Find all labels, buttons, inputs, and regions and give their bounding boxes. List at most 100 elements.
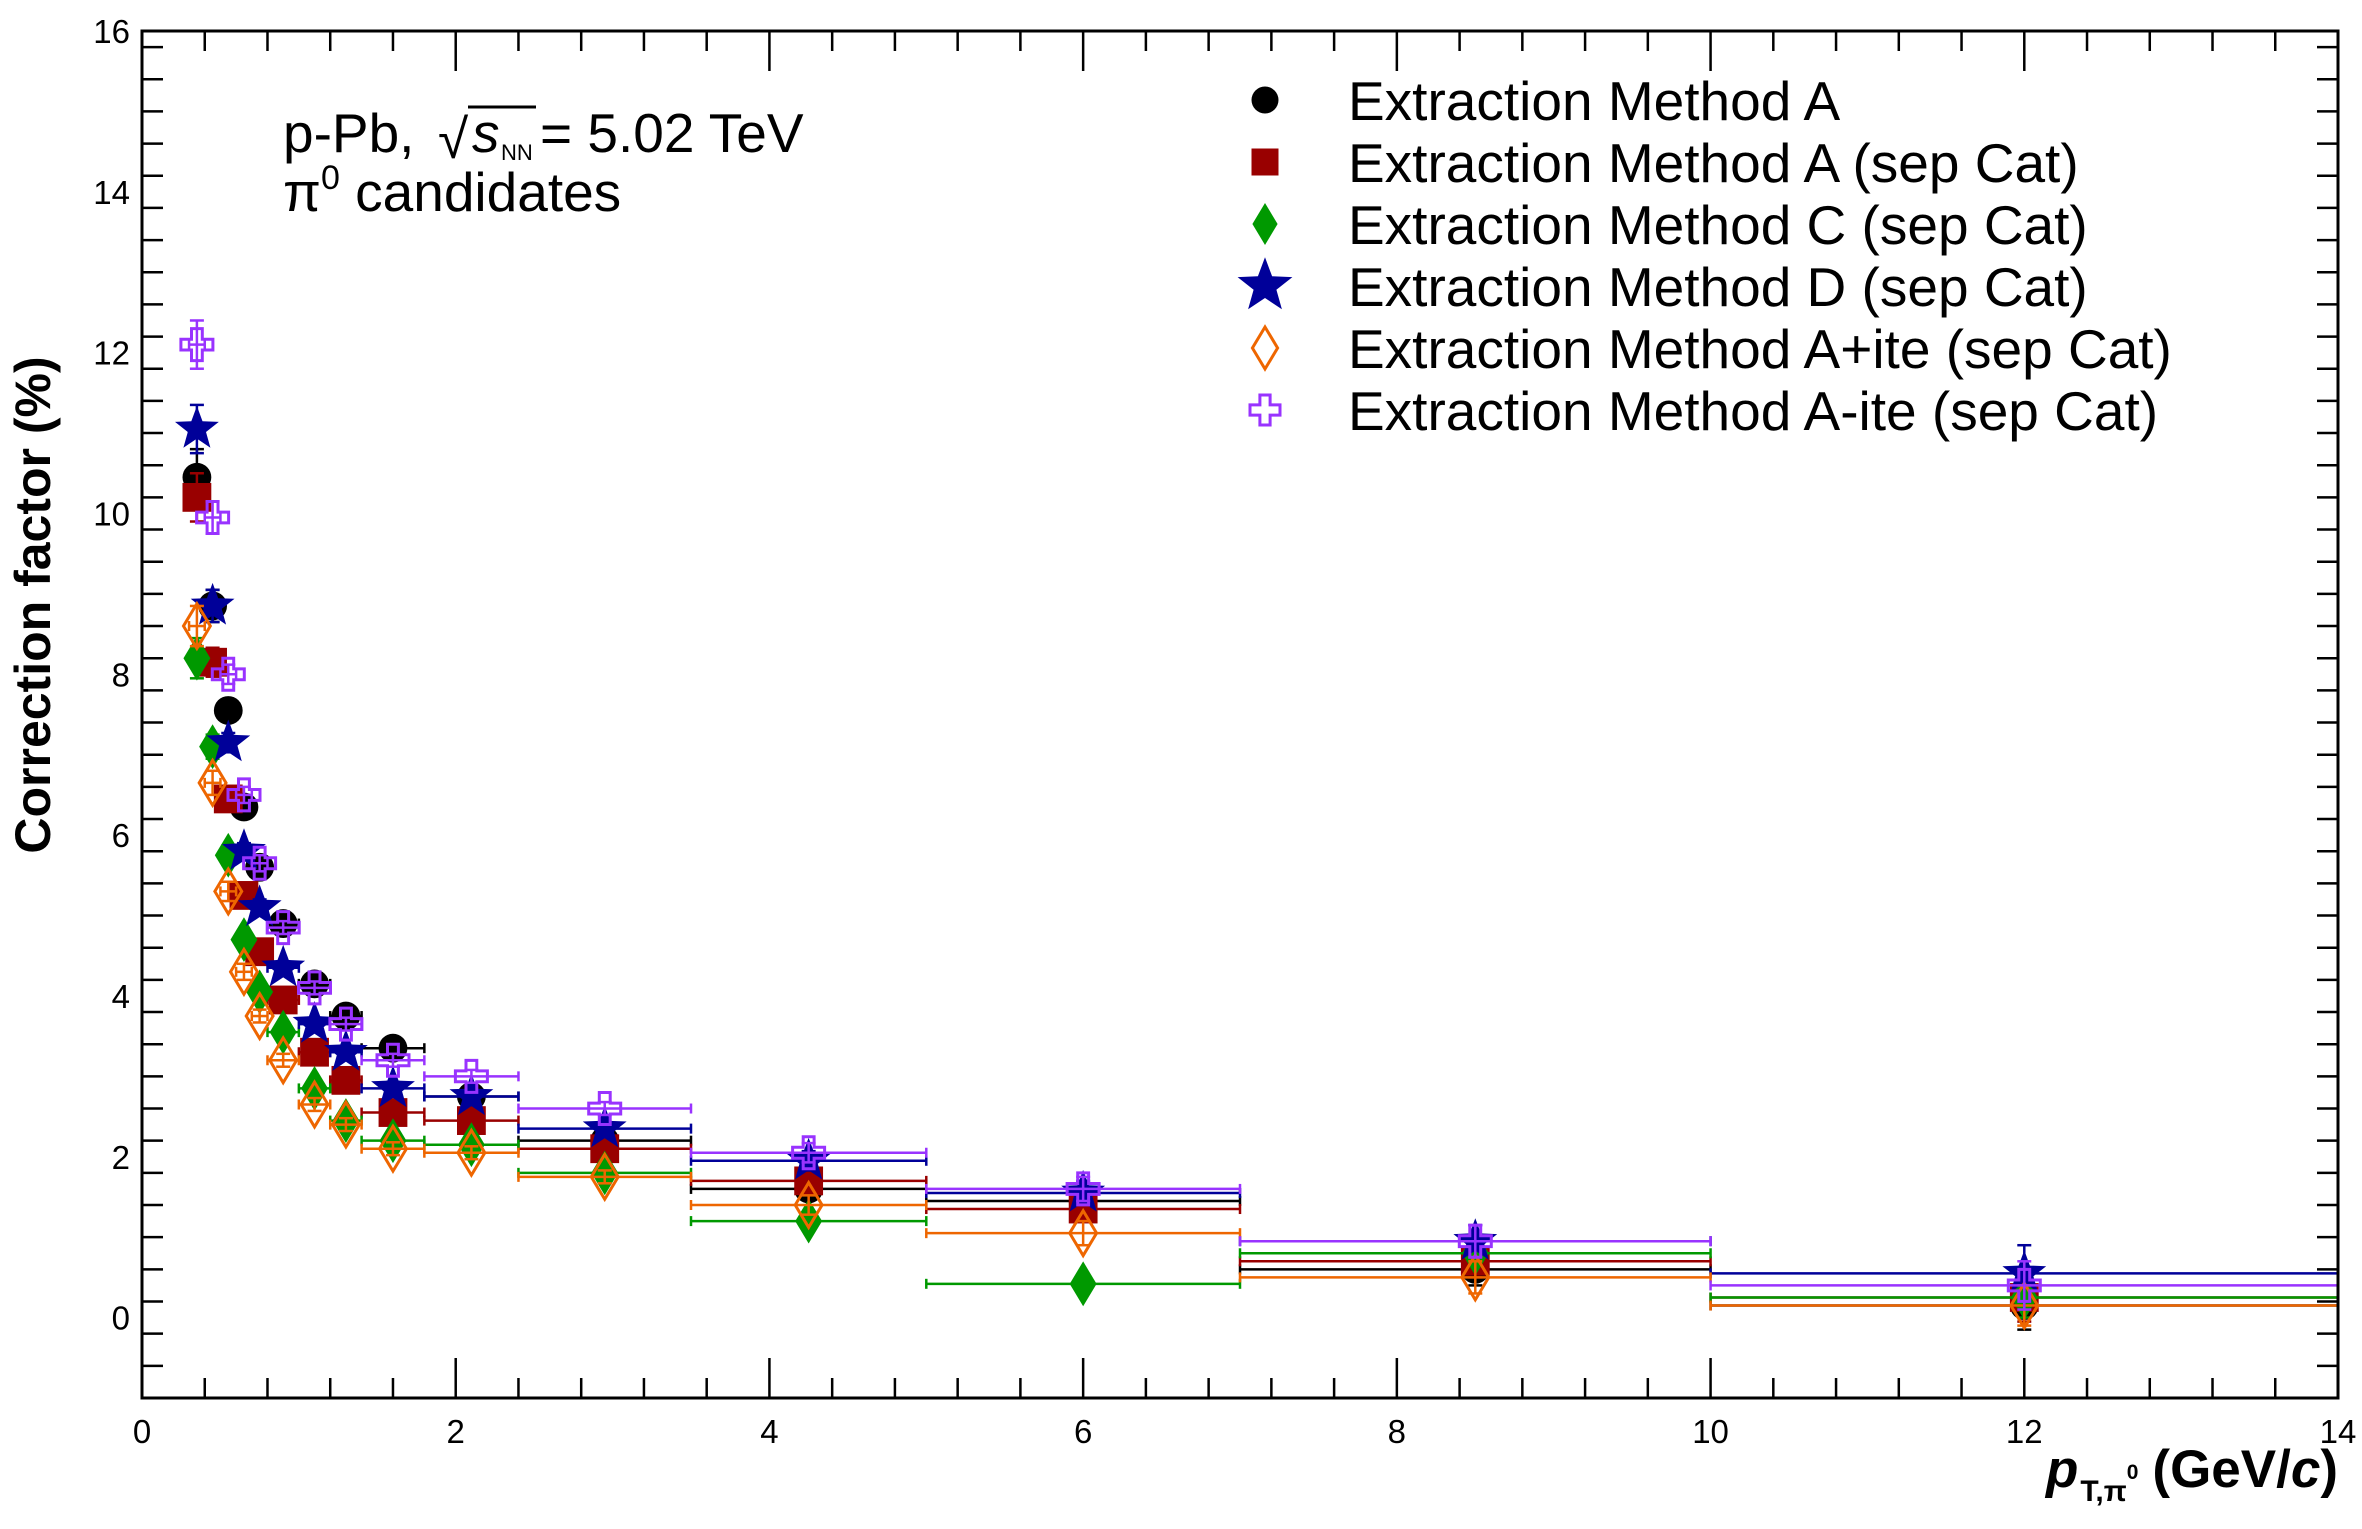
data-point (457, 1122, 485, 1168)
x-tick-label: 10 (1692, 1413, 1729, 1450)
data-point (2006, 1267, 2042, 1303)
legend-label: Extraction Method C (sep Cat) (1348, 194, 2088, 256)
data-point (301, 1066, 328, 1111)
data-point (179, 327, 215, 363)
data-point (1460, 1252, 1491, 1303)
data-point (206, 719, 251, 762)
legend-entry-4: Extraction Method D (sep Cat) (1237, 256, 2088, 318)
data-point (237, 884, 282, 927)
data-point (181, 600, 213, 652)
y-tick-label: 12 (93, 335, 130, 372)
data-point (795, 1198, 823, 1244)
data-point (456, 1127, 487, 1179)
legend-label: Extraction Method A (1348, 70, 1841, 132)
legend-label: Extraction Method D (sep Cat) (1348, 256, 2088, 318)
y-tick-label: 6 (112, 817, 130, 854)
data-point (299, 1079, 330, 1130)
data-point (589, 1151, 620, 1203)
legend-marker (1250, 324, 1280, 372)
data-point (269, 1009, 297, 1055)
x-tick-label: 6 (1074, 1413, 1092, 1450)
x-tick-label: 8 (1388, 1413, 1406, 1450)
y-axis-title: Correction factor (%) (5, 356, 61, 853)
y-tick-label: 10 (93, 495, 130, 532)
y-tick-label: 14 (93, 174, 130, 211)
x-tick-label: 0 (133, 1413, 151, 1450)
data-point (330, 1099, 362, 1150)
data-point (1457, 1223, 1493, 1259)
legend-entry-5: Extraction Method A+ite (sep Cat) (1250, 318, 2172, 380)
y-tick-label: 4 (112, 978, 130, 1015)
legend-marker (1251, 86, 1279, 114)
data-point (195, 500, 231, 535)
x-tick-label: 12 (2006, 1413, 2043, 1450)
data-point (2009, 1280, 2040, 1331)
data-point (379, 1118, 407, 1164)
data-point (371, 1065, 415, 1108)
data-point (222, 828, 266, 870)
legend-marker (1237, 257, 1293, 310)
data-point (449, 1073, 494, 1116)
particle-annotation: π0 candidates (283, 159, 621, 223)
data-point (793, 1179, 824, 1231)
legend-entry-2: Extraction Method A (sep Cat) (1251, 132, 2079, 194)
data-point (242, 845, 278, 881)
data-point (261, 944, 306, 987)
data-point (292, 1001, 337, 1043)
legend-marker (1252, 203, 1278, 245)
data-point (328, 1006, 364, 1042)
y-tick-label: 0 (112, 1300, 130, 1337)
data-point (582, 1105, 627, 1148)
data-point (375, 1042, 411, 1078)
legend-label: Extraction Method A (sep Cat) (1348, 132, 2079, 194)
legend-entry-6: Extraction Method A-ite (sep Cat) (1248, 380, 2158, 442)
data-point (228, 946, 260, 998)
x-axis-title: pT,π0 (GeV/c) (2044, 1440, 2338, 1508)
data-point (587, 1091, 623, 1126)
data-point (190, 582, 235, 625)
data-point (210, 656, 246, 692)
data-point (213, 696, 243, 725)
data-point (197, 757, 228, 809)
plot-frame (140, 29, 2340, 1400)
x-tick-label: 2 (447, 1413, 465, 1450)
data-point (213, 866, 244, 917)
data-point (791, 1135, 827, 1171)
system-label: p-Pb, (283, 102, 414, 164)
legend-marker (1248, 393, 1282, 427)
series-5 (181, 600, 2340, 1331)
x-tick-label: 4 (760, 1413, 778, 1450)
energy-label: = 5.02 TeV (540, 102, 804, 164)
s-symbol: s (472, 102, 500, 164)
data-point (377, 1123, 409, 1175)
data-point (453, 1058, 489, 1094)
data-point (267, 1034, 299, 1086)
s-subscript: NN (501, 140, 533, 165)
data-point (1065, 1171, 1101, 1207)
series-layer (175, 319, 2340, 1331)
legend-label: Extraction Method A-ite (sep Cat) (1348, 380, 2158, 442)
series-6 (179, 319, 2340, 1311)
data-point (226, 777, 262, 813)
y-tick-label: 16 (93, 13, 130, 50)
sqrt-symbol: √ (438, 108, 469, 170)
data-point (331, 1065, 361, 1095)
data-point (300, 1037, 329, 1067)
legend-label: Extraction Method A+ite (sep Cat) (1348, 318, 2172, 380)
data-point (265, 910, 301, 946)
data-point (1067, 1207, 1099, 1259)
y-tick-label: 8 (112, 656, 130, 693)
data-point (324, 1029, 368, 1071)
data-point (1069, 1261, 1097, 1307)
data-point (230, 917, 258, 963)
legend-entry-3: Extraction Method C (sep Cat) (1252, 194, 2088, 256)
x-tick-label: 14 (2320, 1413, 2357, 1450)
data-point (297, 970, 332, 1006)
data-point (268, 985, 298, 1015)
data-point (175, 406, 219, 448)
data-point (244, 990, 275, 1042)
y-tick-label: 2 (112, 1139, 130, 1176)
legend-marker (1251, 148, 1279, 176)
